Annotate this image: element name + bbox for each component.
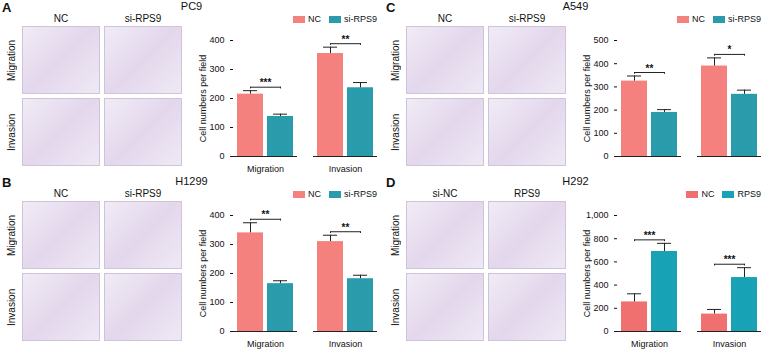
- html-text:H292: H292: [562, 175, 589, 187]
- svg-text:400: 400: [593, 59, 608, 69]
- svg-text:Migration: Migration: [247, 164, 284, 174]
- html-text:Invasion: Invasion: [6, 113, 17, 151]
- html-text:A: A: [2, 0, 12, 15]
- svg-text:***: ***: [724, 254, 736, 265]
- svg-text:400: 400: [209, 210, 224, 220]
- html-text:Migration: Migration: [390, 214, 401, 256]
- svg-text:100: 100: [593, 128, 608, 138]
- svg-text:Invasion: Invasion: [329, 339, 363, 349]
- html-text:NC: NC: [53, 188, 69, 199]
- svg-text:400: 400: [209, 35, 224, 45]
- svg-text:500: 500: [593, 35, 608, 45]
- svg-text:1,000: 1,000: [586, 210, 609, 220]
- svg-text:0: 0: [603, 326, 608, 336]
- svg-text:800: 800: [593, 234, 608, 244]
- html-text:si-RPS9: si-RPS9: [124, 13, 162, 24]
- svg-text:300: 300: [593, 82, 608, 92]
- svg-text:100: 100: [209, 297, 224, 307]
- svg-text:Invasion: Invasion: [329, 164, 363, 174]
- html-text:NC: NC: [701, 189, 715, 199]
- html-text:NC: NC: [437, 13, 453, 24]
- html-text:Migration: Migration: [6, 39, 17, 81]
- svg-text:0: 0: [219, 151, 224, 161]
- html-text:Invasion: Invasion: [6, 288, 17, 326]
- html-text:D: D: [386, 175, 396, 190]
- svg-text:200: 200: [209, 93, 224, 103]
- html-text:NC: NC: [308, 189, 321, 199]
- html-text:NC: NC: [692, 14, 705, 24]
- svg-text:**: **: [646, 63, 654, 74]
- svg-text:***: ***: [260, 77, 272, 88]
- svg-text:600: 600: [593, 257, 608, 267]
- svg-text:200: 200: [593, 105, 608, 115]
- svg-text:0: 0: [219, 326, 224, 336]
- svg-text:Cell numbers per field: Cell numbers per field: [198, 55, 208, 143]
- html-text:H1299: H1299: [175, 175, 208, 187]
- html-text:Invasion: Invasion: [390, 113, 401, 151]
- html-text:B: B: [2, 175, 12, 190]
- html-text:si-RPS9: si-RPS9: [344, 189, 377, 199]
- svg-text:**: **: [342, 222, 350, 233]
- html-text:Invasion: Invasion: [390, 288, 401, 326]
- html-text:C: C: [386, 0, 396, 15]
- svg-text:*: *: [728, 44, 732, 55]
- svg-text:Migration: Migration: [631, 339, 668, 349]
- html-text:NC: NC: [308, 14, 321, 24]
- html-text:RPS9: RPS9: [513, 188, 541, 199]
- svg-text:0: 0: [603, 151, 608, 161]
- svg-text:**: **: [262, 209, 270, 220]
- svg-text:300: 300: [209, 239, 224, 249]
- html-text:RPS9: RPS9: [737, 189, 761, 199]
- svg-text:100: 100: [209, 122, 224, 132]
- svg-text:200: 200: [593, 303, 608, 313]
- svg-text:200: 200: [209, 268, 224, 278]
- svg-text:300: 300: [209, 64, 224, 74]
- html-text:Migration: Migration: [6, 214, 17, 256]
- svg-text:Cell numbers per field: Cell numbers per field: [198, 230, 208, 318]
- svg-text:400: 400: [593, 280, 608, 290]
- svg-text:**: **: [342, 34, 350, 45]
- svg-text:Invasion: Invasion: [713, 339, 747, 349]
- svg-text:***: ***: [644, 230, 656, 241]
- svg-text:Cell numbers per field: Cell numbers per field: [582, 55, 592, 143]
- svg-text:Migration: Migration: [247, 339, 284, 349]
- html-text:si-RPS9: si-RPS9: [124, 188, 162, 199]
- html-text:si-NC: si-NC: [432, 188, 458, 199]
- html-text:Migration: Migration: [390, 39, 401, 81]
- html-text:PC9: PC9: [180, 0, 203, 12]
- html-text:si-RPS9: si-RPS9: [508, 13, 546, 24]
- html-text:si-RPS9: si-RPS9: [344, 14, 377, 24]
- svg-text:Cell numbers per field: Cell numbers per field: [582, 230, 592, 318]
- html-text:A549: A549: [562, 0, 589, 12]
- html-text:si-RPS9: si-RPS9: [728, 14, 761, 24]
- html-text:NC: NC: [53, 13, 69, 24]
